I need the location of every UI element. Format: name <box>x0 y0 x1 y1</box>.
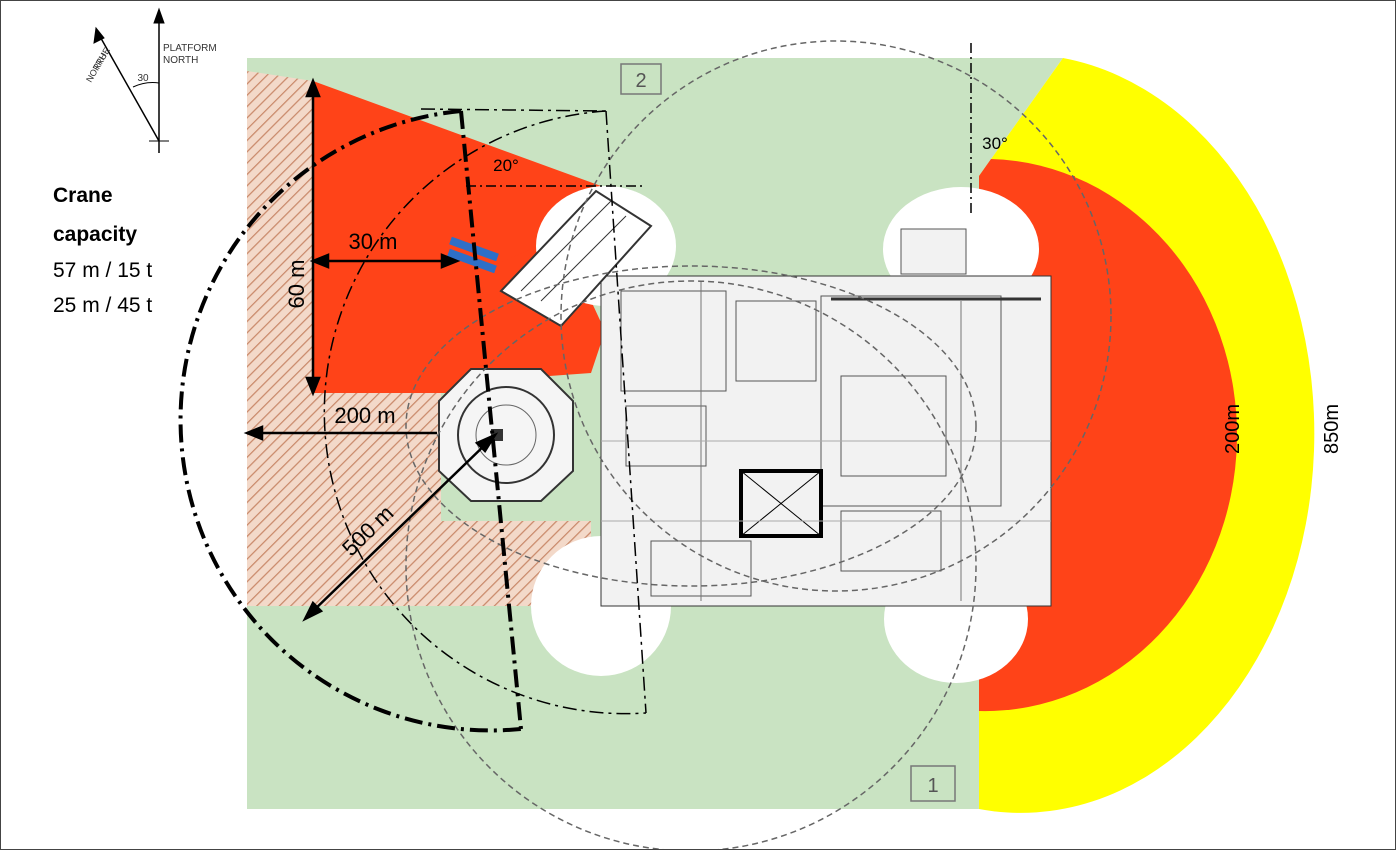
crane-range-circle-1 <box>405 280 977 849</box>
caption-title-line2: capacity <box>53 223 138 246</box>
crane-lifting-zone <box>313 81 601 393</box>
zone-1-label: 1 <box>927 775 938 797</box>
zone-1-box <box>910 765 956 802</box>
north-arrow-icon <box>93 7 169 153</box>
true-north-label-2: NORTH <box>84 51 109 84</box>
crane-range-circle-3 <box>405 265 977 587</box>
helideck <box>438 368 574 502</box>
zone-2-label: 2 <box>635 70 646 92</box>
platform-north-label-1: PLATFORM <box>163 43 217 54</box>
dim-60m-label: 60 m <box>284 260 309 309</box>
caption-title-line1: Crane <box>53 184 113 207</box>
dim-200m-label: 200 m <box>334 403 395 428</box>
dim-30m-label: 30 m <box>349 229 398 254</box>
caption-capacity-line1: 57 m / 15 t <box>53 259 153 282</box>
dimension-arrows <box>243 77 499 622</box>
angle-30-label: 30° <box>982 134 1008 153</box>
north-angle-label: 30 <box>137 73 149 84</box>
zone-2-box <box>620 63 662 95</box>
sector-boundary-thin <box>605 110 647 714</box>
restricted-hatched-area <box>247 71 591 606</box>
sector-arc-thick <box>178 109 522 733</box>
sector-boundary-top <box>420 108 607 112</box>
caption-capacity-line2: 25 m / 45 t <box>53 294 153 317</box>
hazard-850m-label: 850m <box>1321 404 1343 454</box>
sector-boundary-thick <box>459 110 523 730</box>
angle-20-label: 20° <box>493 156 519 175</box>
platform-north-label-2: NORTH <box>163 55 198 66</box>
crane-range-circle-2 <box>560 40 1112 592</box>
hazard-200m-label: 200m <box>1222 404 1244 454</box>
